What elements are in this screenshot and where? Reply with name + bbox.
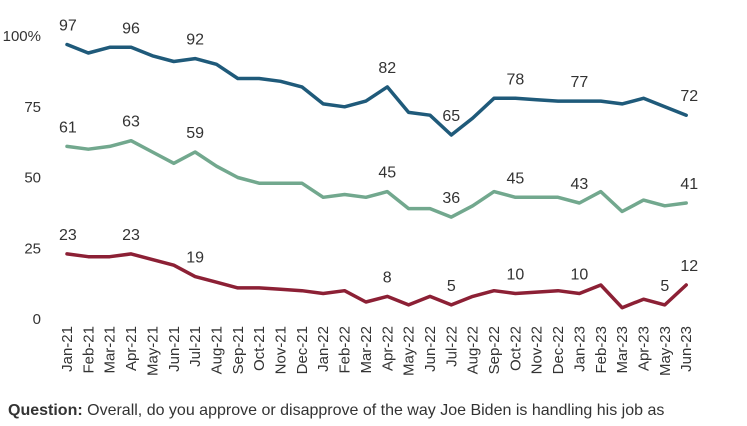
data-label: 59 bbox=[186, 125, 204, 142]
x-tick-label: Aug-22 bbox=[465, 326, 482, 374]
x-tick-label: Feb-23 bbox=[593, 326, 610, 374]
series-line-2 bbox=[65, 138, 688, 219]
x-tick-label: Jul-22 bbox=[443, 326, 460, 367]
data-label: 10 bbox=[571, 267, 589, 284]
x-tick-label: Apr-21 bbox=[123, 326, 140, 371]
x-tick-label: Sep-22 bbox=[486, 326, 503, 374]
series-line-3 bbox=[65, 252, 688, 310]
data-label: 65 bbox=[442, 108, 460, 125]
x-tick-label: Feb-21 bbox=[80, 326, 97, 374]
data-label: 5 bbox=[447, 278, 456, 295]
data-label: 41 bbox=[680, 176, 698, 193]
x-tick-label: Feb-22 bbox=[337, 326, 354, 374]
data-label: 19 bbox=[186, 250, 204, 267]
data-label: 82 bbox=[378, 60, 396, 77]
x-tick-label: Nov-21 bbox=[273, 326, 290, 374]
y-tick-label: 25 bbox=[24, 240, 41, 257]
x-tick-label: May-23 bbox=[657, 326, 674, 376]
x-tick-label: Jul-21 bbox=[187, 326, 204, 367]
question-body: Overall, do you approve or disapprove of… bbox=[82, 402, 665, 419]
data-label: 5 bbox=[660, 278, 669, 295]
y-tick-label: 0 bbox=[33, 311, 41, 328]
x-tick-label: Jan-22 bbox=[315, 326, 332, 372]
data-label: 45 bbox=[506, 170, 524, 187]
data-label: 61 bbox=[59, 119, 77, 136]
question-label: Question: bbox=[8, 402, 83, 419]
y-tick-label: 50 bbox=[24, 170, 41, 187]
x-tick-label: Jan-23 bbox=[571, 326, 588, 372]
x-tick-label: Jan-21 bbox=[59, 326, 76, 372]
data-label: 63 bbox=[122, 114, 140, 131]
x-tick-label: Oct-22 bbox=[507, 326, 524, 371]
data-label: 92 bbox=[186, 32, 204, 49]
x-tick-label: Apr-22 bbox=[379, 326, 396, 371]
x-tick-label: May-22 bbox=[401, 326, 418, 376]
data-label: 10 bbox=[506, 267, 524, 284]
series-line-1 bbox=[65, 42, 688, 137]
x-tick-label: Jun-22 bbox=[422, 326, 439, 372]
x-tick-label: Dec-22 bbox=[550, 326, 567, 374]
x-tick-label: Oct-21 bbox=[251, 326, 268, 371]
data-label: 23 bbox=[122, 227, 140, 244]
x-tick-label: Apr-23 bbox=[635, 326, 652, 371]
y-tick-label: 100% bbox=[3, 28, 41, 45]
x-tick-label: Mar-23 bbox=[614, 326, 631, 374]
data-label: 77 bbox=[571, 74, 589, 91]
data-label: 97 bbox=[59, 17, 77, 34]
x-tick-label: Aug-21 bbox=[208, 326, 225, 374]
x-tick-label: Jun-23 bbox=[678, 326, 695, 372]
data-label: 72 bbox=[680, 88, 698, 105]
question-text: Question: Overall, do you approve or dis… bbox=[8, 402, 743, 420]
x-tick-label: Mar-21 bbox=[102, 326, 119, 374]
x-tick-label: May-21 bbox=[144, 326, 161, 376]
x-tick-label: Jun-21 bbox=[166, 326, 183, 372]
data-label: 12 bbox=[680, 258, 698, 275]
data-label: 23 bbox=[59, 227, 77, 244]
x-tick-label: Nov-22 bbox=[529, 326, 546, 374]
data-label: 36 bbox=[442, 190, 460, 207]
x-tick-label: Sep-21 bbox=[230, 326, 247, 374]
data-label: 45 bbox=[378, 165, 396, 182]
data-label: 96 bbox=[122, 20, 140, 37]
x-tick-label: Dec-21 bbox=[294, 326, 311, 374]
y-tick-label: 75 bbox=[24, 99, 41, 116]
data-label: 8 bbox=[383, 269, 392, 286]
data-label: 78 bbox=[506, 71, 524, 88]
data-label: 43 bbox=[571, 176, 589, 193]
x-tick-label: Mar-22 bbox=[358, 326, 375, 374]
